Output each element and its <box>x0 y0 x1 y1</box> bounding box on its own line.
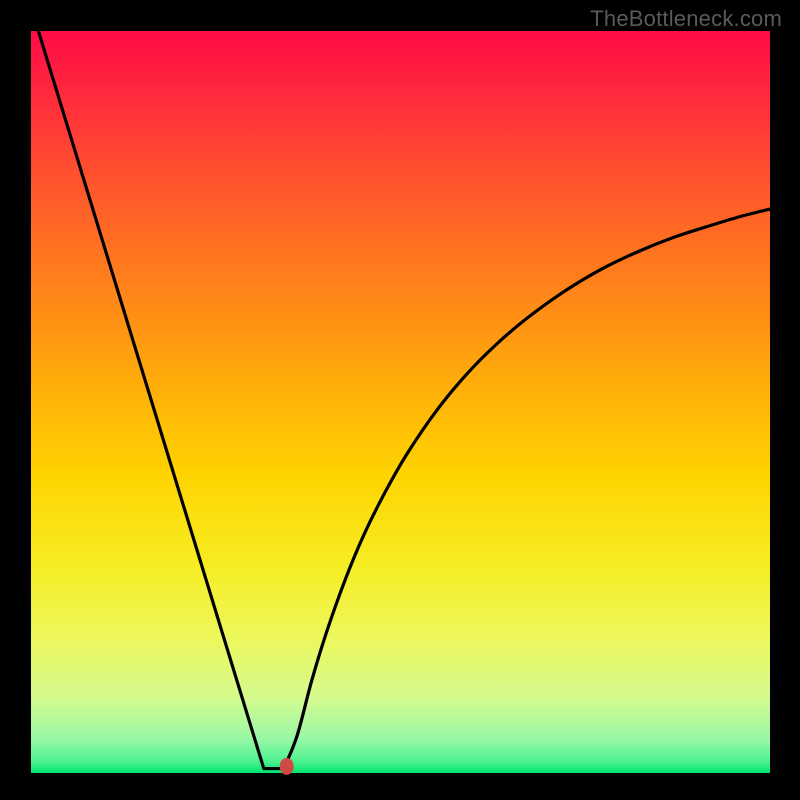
plot-area <box>31 31 770 773</box>
watermark-text: TheBottleneck.com <box>590 6 782 32</box>
chart-container: TheBottleneck.com <box>0 0 800 800</box>
optimal-point-marker <box>280 758 294 775</box>
bottleneck-chart <box>0 0 800 800</box>
